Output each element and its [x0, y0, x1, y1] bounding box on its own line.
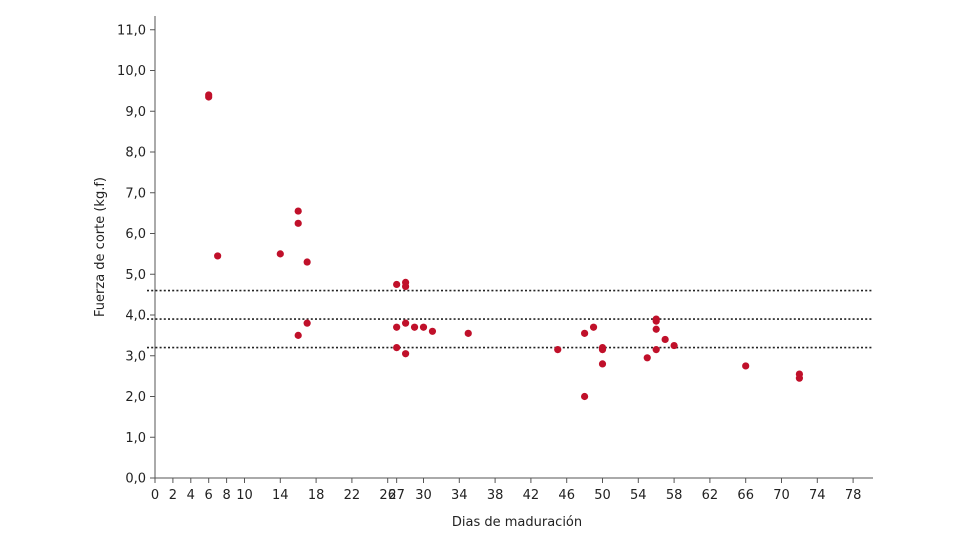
- data-point: [402, 350, 410, 358]
- y-tick-label: 10,0: [117, 64, 146, 79]
- x-tick-label: 0: [151, 488, 159, 503]
- x-tick-label: 34: [451, 488, 468, 503]
- data-point: [402, 282, 410, 291]
- data-point: [598, 360, 607, 368]
- data-point: [393, 323, 401, 331]
- x-tick-label: 50: [594, 488, 611, 503]
- x-tick-label: 30: [415, 488, 432, 503]
- y-tick-label: 8,0: [125, 146, 146, 161]
- x-tick-label: 18: [308, 488, 325, 503]
- x-tick-label: 14: [272, 488, 289, 503]
- data-point: [581, 329, 589, 337]
- data-point: [670, 341, 678, 350]
- x-tick-label: 4: [187, 488, 195, 503]
- data-point: [652, 325, 660, 333]
- data-point: [303, 319, 311, 327]
- data-point: [294, 331, 302, 339]
- x-tick-label: 54: [630, 488, 647, 503]
- x-tick-label: 2: [169, 488, 177, 503]
- data-point: [393, 344, 401, 352]
- x-tick-label: 66: [737, 488, 754, 503]
- data-point: [303, 258, 311, 266]
- data-point: [402, 319, 410, 327]
- y-tick-label: 6,0: [125, 227, 146, 242]
- data-point: [276, 250, 284, 258]
- data-point: [294, 219, 302, 227]
- y-axis-title: Fuerza de corte (kg.f): [93, 177, 108, 317]
- data-point: [598, 346, 607, 354]
- x-tick-label: 6: [205, 488, 213, 503]
- x-tick-label: 8: [222, 488, 230, 503]
- data-point: [464, 329, 472, 337]
- y-tick-label: 0,0: [125, 472, 146, 487]
- data-point: [652, 317, 660, 325]
- data-point: [205, 93, 213, 101]
- data-point: [393, 280, 401, 289]
- data-point: [554, 346, 562, 354]
- x-tick-label: 42: [523, 488, 540, 503]
- x-tick-label: 46: [558, 488, 575, 503]
- data-point: [294, 207, 302, 215]
- data-point: [428, 327, 437, 335]
- reference-lines: [147, 289, 873, 349]
- y-tick-label: 4,0: [125, 309, 146, 324]
- x-tick-label: 26: [379, 488, 396, 503]
- y-tick-label: 11,0: [117, 23, 146, 38]
- x-tick-label: 27: [388, 488, 405, 503]
- data-point: [419, 323, 428, 331]
- y-tick-label: 9,0: [125, 105, 146, 120]
- data-point: [410, 323, 419, 331]
- data-point: [661, 335, 669, 344]
- y-tick-label: 5,0: [125, 268, 146, 283]
- x-tick-label: 22: [344, 488, 361, 503]
- data-point: [581, 392, 589, 401]
- x-tick-label: 38: [487, 488, 504, 503]
- y-axis-ticks: 0,0 1,0 2,0 3,0 4,0 5,0 6,0 7,0 8,0 9,0 10,0 11,0: [117, 23, 155, 487]
- data-points: [205, 91, 804, 401]
- x-tick-label: 70: [773, 488, 790, 503]
- y-tick-label: 3,0: [125, 349, 146, 364]
- x-tick-label: 78: [845, 488, 862, 503]
- data-point: [643, 354, 651, 362]
- x-tick-label: 62: [702, 488, 719, 503]
- x-tick-label: 58: [666, 488, 683, 503]
- y-tick-label: 2,0: [125, 390, 146, 405]
- data-point: [795, 374, 804, 382]
- x-tick-label: 10: [236, 488, 253, 503]
- data-point: [652, 346, 660, 354]
- data-point: [589, 323, 598, 331]
- y-tick-label: 1,0: [125, 431, 146, 446]
- y-tick-label: 7,0: [125, 186, 146, 201]
- x-axis-title: Dias de maduración: [452, 515, 582, 530]
- data-point: [214, 252, 222, 260]
- x-tick-label: 74: [809, 488, 826, 503]
- data-point: [742, 362, 750, 370]
